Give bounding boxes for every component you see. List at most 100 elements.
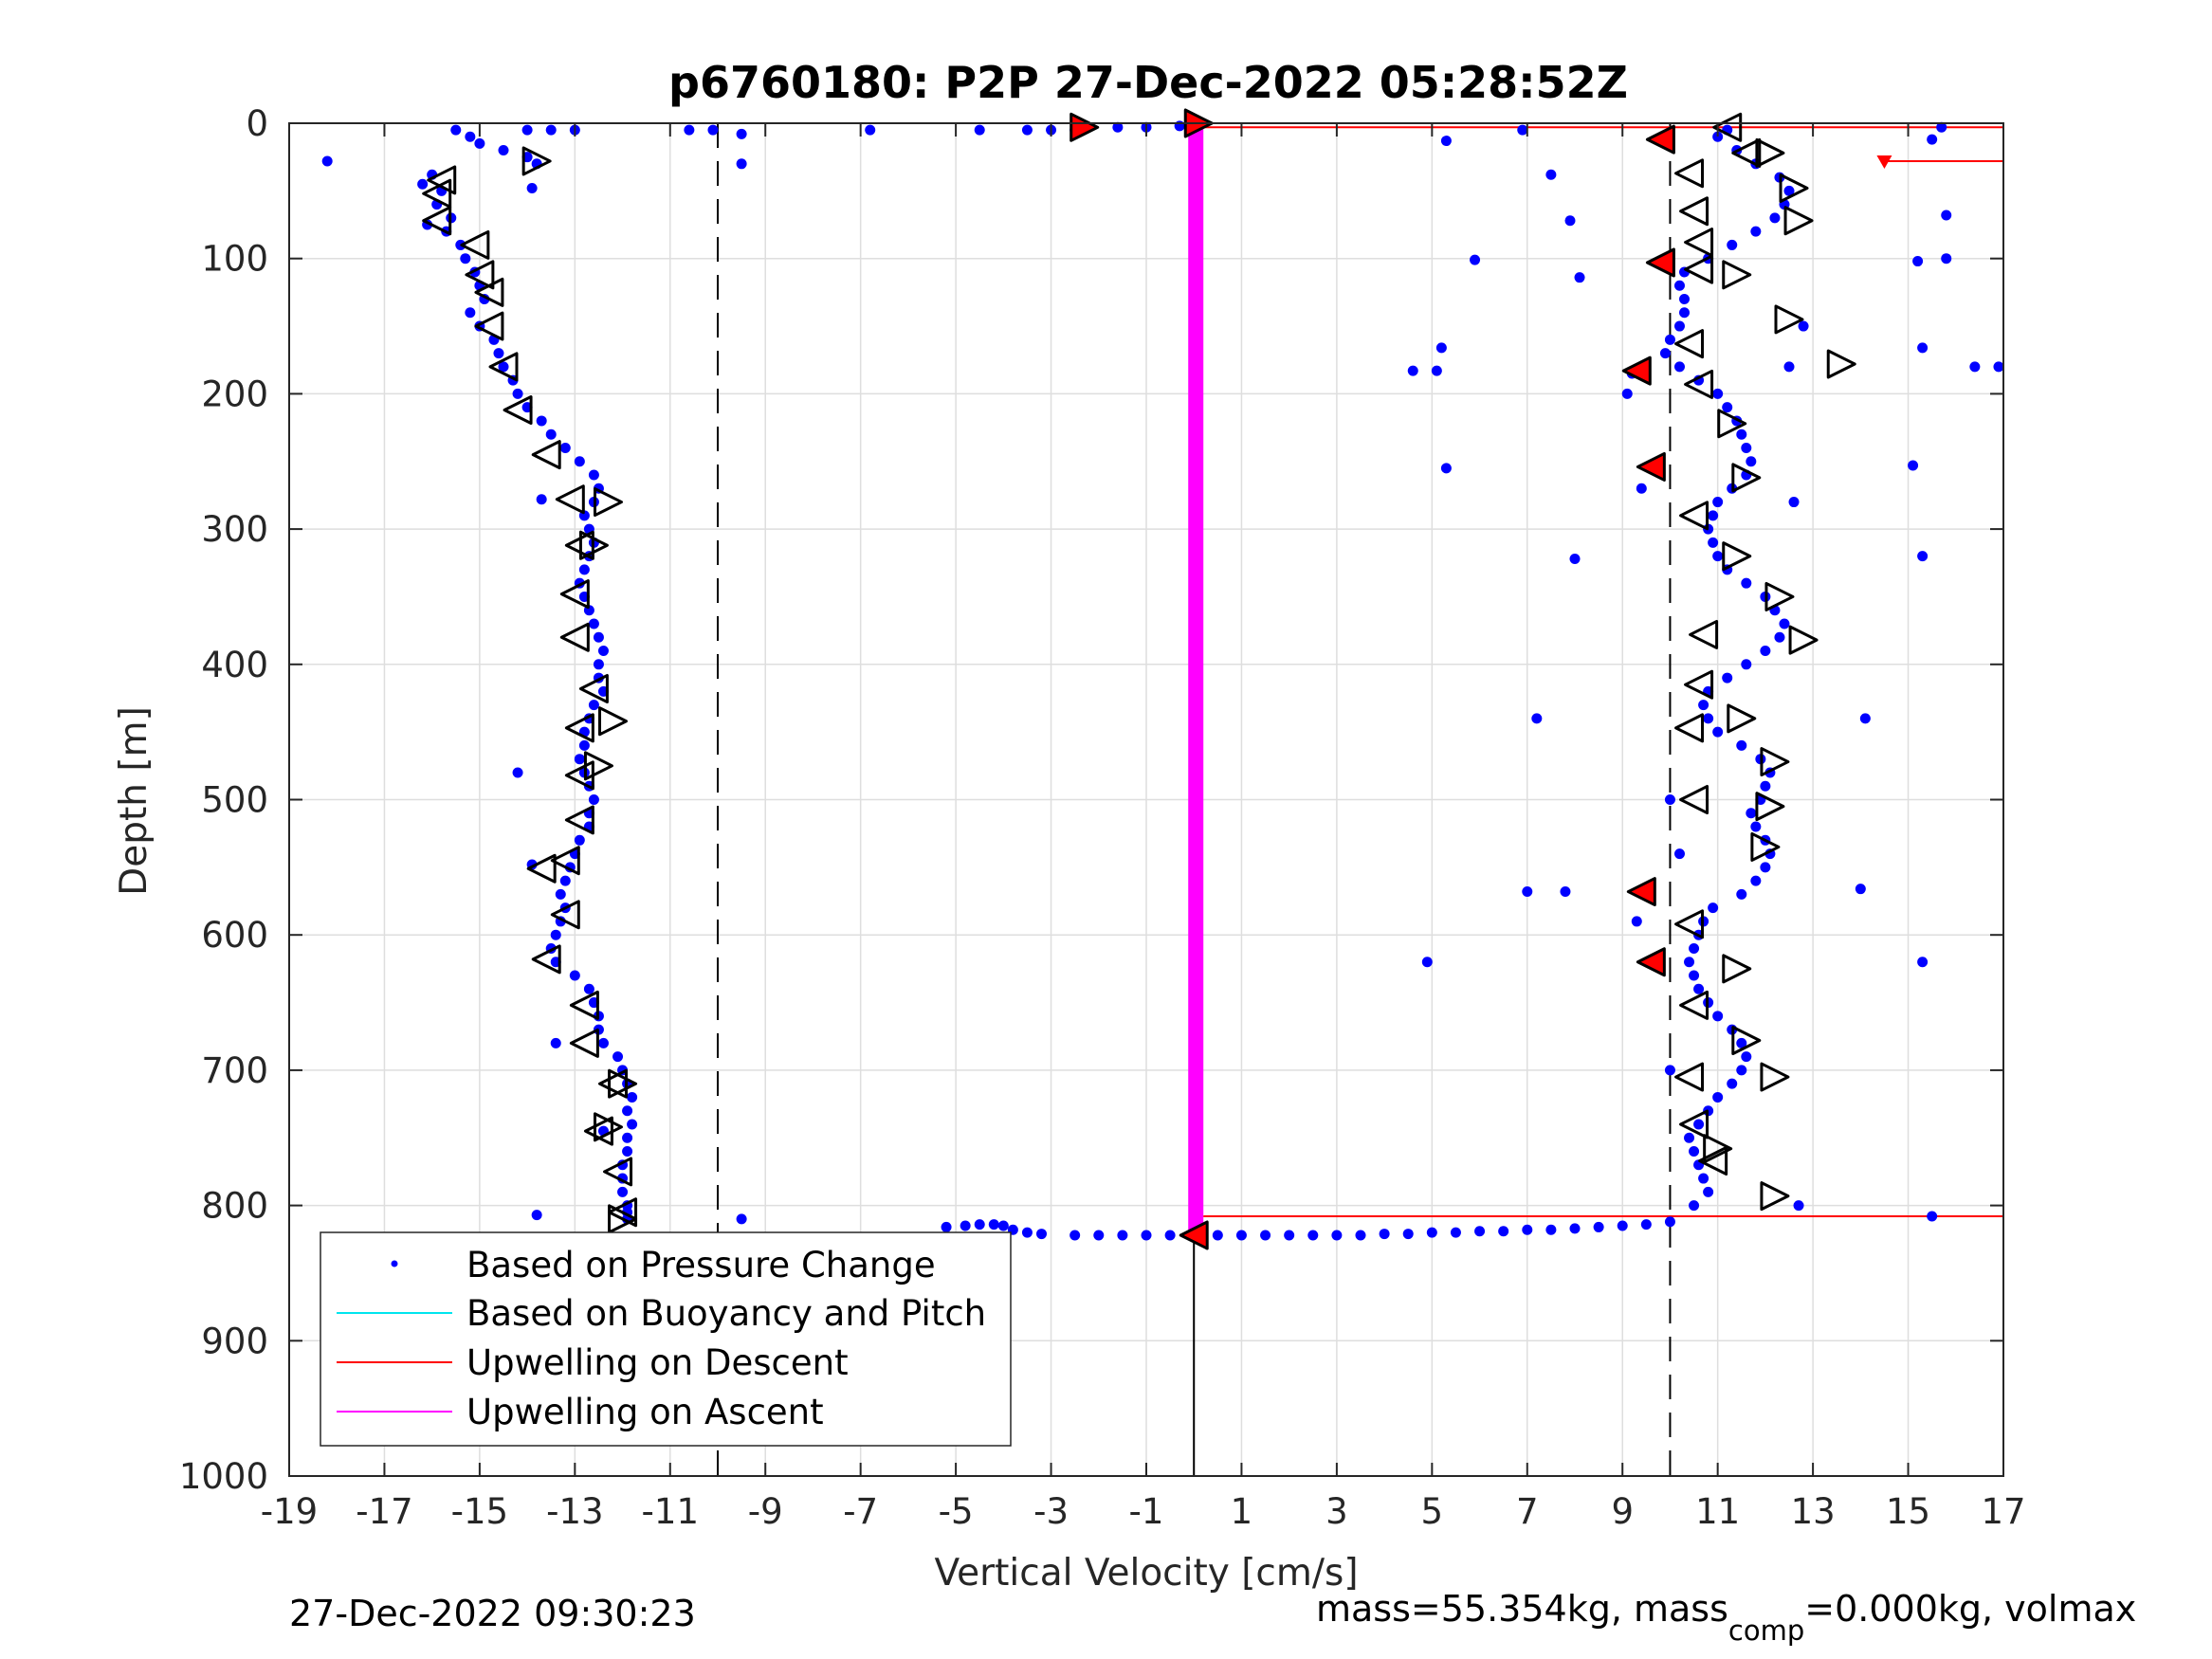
mass-subscript: comp bbox=[1728, 1614, 1804, 1647]
data-point bbox=[1689, 1146, 1700, 1158]
legend-label-buoyancy: Based on Buoyancy and Pitch bbox=[466, 1293, 986, 1334]
x-axis-ticks: -19 -17 -15 -13 -11 -9 -7 -5 -3 -1 1 3 5 7 9 11 13 15 17 bbox=[261, 123, 2026, 1532]
x-tick-label: -9 bbox=[748, 1491, 783, 1532]
data-point bbox=[1212, 1230, 1223, 1241]
data-point bbox=[1941, 253, 1952, 264]
left-triangle-marker bbox=[1679, 990, 1709, 1020]
left-triangle-marker bbox=[1674, 713, 1705, 743]
legend-swatch-pressure bbox=[391, 1260, 398, 1267]
x-tick-label: -11 bbox=[642, 1491, 699, 1532]
data-point bbox=[1774, 631, 1785, 643]
data-point bbox=[1679, 307, 1691, 319]
left-triangle-marker bbox=[1698, 1146, 1728, 1176]
data-point bbox=[1912, 256, 1924, 267]
data-point bbox=[1470, 254, 1481, 265]
y-tick-label: 700 bbox=[201, 1050, 268, 1091]
left-triangle-marker bbox=[564, 805, 594, 835]
right-triangle-marker bbox=[608, 1204, 638, 1234]
right-triangle-marker bbox=[608, 1068, 638, 1099]
data-point bbox=[559, 875, 571, 886]
data-point bbox=[1917, 551, 1929, 562]
data-point bbox=[1407, 365, 1418, 376]
left-triangle-marker bbox=[1684, 369, 1714, 399]
left-triangle-marker bbox=[555, 484, 585, 515]
data-point bbox=[1750, 821, 1762, 832]
data-point bbox=[1736, 428, 1747, 440]
left-triangle-marker bbox=[460, 229, 490, 260]
y-axis-label: Depth [m] bbox=[113, 706, 155, 896]
data-point bbox=[555, 888, 566, 900]
x-tick-label: -1 bbox=[1129, 1491, 1164, 1532]
x-tick-label: 1 bbox=[1231, 1491, 1253, 1532]
data-point bbox=[865, 124, 876, 136]
data-point bbox=[578, 564, 590, 575]
x-tick-label: -19 bbox=[261, 1491, 318, 1532]
data-point bbox=[526, 182, 538, 193]
chart-title: p6760180: P2P 27-Dec-2022 05:28:52Z bbox=[668, 57, 1628, 108]
footer-mass-text: mass=55.354kg, masscomp=0.000kg, volmax bbox=[1316, 1588, 2136, 1647]
left-triangle-marker bbox=[1684, 669, 1714, 700]
right-triangle-marker bbox=[1731, 1026, 1762, 1056]
data-point bbox=[1517, 124, 1528, 136]
left-triangle-marker bbox=[598, 1068, 629, 1099]
y-tick-label: 1000 bbox=[179, 1456, 268, 1497]
data-point bbox=[1712, 497, 1724, 508]
data-point bbox=[550, 929, 561, 940]
left-triangle-marker bbox=[550, 900, 580, 930]
data-point bbox=[1021, 1227, 1033, 1238]
left-triangle-marker bbox=[1645, 124, 1675, 155]
data-point bbox=[960, 1220, 971, 1231]
y-tick-label: 400 bbox=[201, 645, 268, 685]
data-point bbox=[1355, 1230, 1366, 1241]
y-tick-label: 900 bbox=[201, 1321, 268, 1361]
data-point bbox=[588, 469, 599, 481]
data-point bbox=[1917, 957, 1929, 968]
right-triangle-marker bbox=[1750, 831, 1781, 862]
right-triangle-marker bbox=[593, 487, 623, 518]
x-tick-label: -17 bbox=[356, 1491, 412, 1532]
left-triangle-marker bbox=[1674, 158, 1705, 189]
left-triangle-marker bbox=[1674, 1062, 1705, 1092]
right-triangle-marker bbox=[1760, 747, 1790, 777]
right-triangle-marker bbox=[521, 146, 552, 176]
x-tick-label: -7 bbox=[843, 1491, 878, 1532]
data-point bbox=[1593, 1221, 1604, 1232]
data-point bbox=[574, 754, 585, 765]
data-point bbox=[1708, 902, 1719, 914]
data-point bbox=[493, 348, 504, 359]
data-point bbox=[941, 1221, 952, 1232]
data-point bbox=[1431, 365, 1442, 376]
x-tick-label: -3 bbox=[1033, 1491, 1069, 1532]
data-point bbox=[588, 700, 599, 711]
data-point bbox=[1664, 1216, 1675, 1228]
data-point bbox=[545, 428, 557, 440]
data-point bbox=[574, 834, 585, 846]
left-triangle-marker bbox=[550, 846, 580, 876]
data-point bbox=[1855, 884, 1866, 895]
x-tick-label: 5 bbox=[1421, 1491, 1444, 1532]
left-triangle-marker bbox=[1679, 1109, 1709, 1139]
data-point bbox=[1673, 361, 1685, 373]
data-point bbox=[1741, 442, 1752, 453]
data-point bbox=[588, 794, 599, 805]
right-triangle-marker bbox=[1731, 463, 1762, 493]
left-triangle-marker bbox=[1731, 137, 1762, 168]
data-point bbox=[1112, 121, 1124, 133]
data-point bbox=[1917, 342, 1929, 354]
data-point bbox=[1284, 1230, 1295, 1241]
data-point bbox=[1574, 272, 1585, 283]
data-point bbox=[1760, 862, 1771, 873]
left-triangle-marker bbox=[608, 1197, 638, 1228]
data-point bbox=[1545, 169, 1557, 180]
x-tick-label: -13 bbox=[546, 1491, 603, 1532]
left-triangle-marker bbox=[1674, 329, 1705, 359]
data-point bbox=[550, 1037, 561, 1048]
data-point bbox=[574, 456, 585, 467]
data-point bbox=[465, 307, 476, 319]
left-triangle-marker bbox=[422, 178, 452, 209]
data-point bbox=[1760, 780, 1771, 792]
left-triangle-marker bbox=[578, 673, 609, 703]
data-point bbox=[583, 983, 594, 994]
data-point bbox=[736, 158, 747, 170]
right-triangle-marker bbox=[1779, 173, 1809, 203]
